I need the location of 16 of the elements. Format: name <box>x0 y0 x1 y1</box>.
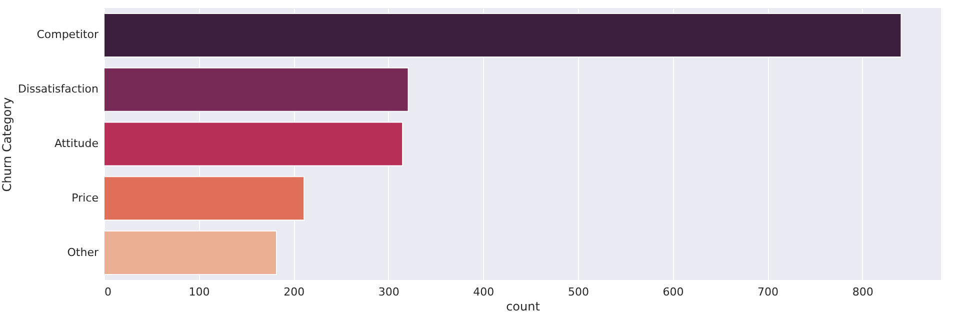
y-tick-label: Competitor <box>36 28 99 42</box>
x-tick-label: 0 <box>104 286 112 298</box>
y-tick-label: Attitude <box>54 137 99 150</box>
x-tick-label: 400 <box>473 286 494 298</box>
x-tick-label: 500 <box>568 286 589 298</box>
x-tick-label: 800 <box>852 286 874 298</box>
x-tick-label: 200 <box>284 286 305 298</box>
x-axis-title: count <box>506 300 540 314</box>
y-tick-label: Other <box>67 246 99 259</box>
y-axis-title: Churn Category <box>0 97 14 192</box>
x-tick-label: 600 <box>662 286 684 298</box>
x-tick-label: 100 <box>188 286 210 298</box>
y-tick-label: Price <box>72 191 99 204</box>
x-tick-label: 700 <box>758 286 779 298</box>
y-tick-label: Dissatisfaction <box>18 82 99 96</box>
x-tick-label: 300 <box>378 286 400 298</box>
